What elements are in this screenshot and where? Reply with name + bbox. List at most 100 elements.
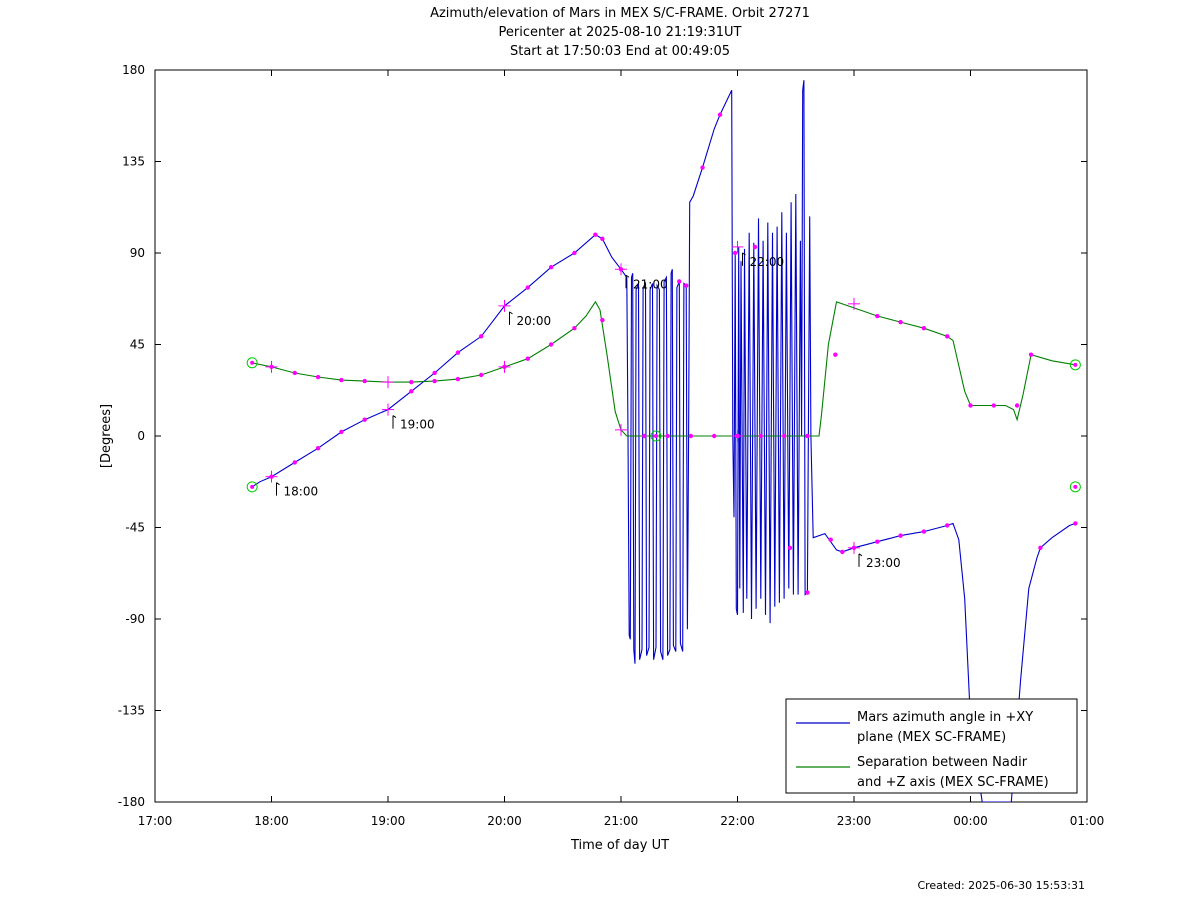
axis-ticks — [154, 69, 1088, 803]
hour-pointer-head — [509, 311, 513, 315]
endpoint-circle — [1069, 481, 1081, 493]
endpoint-circle — [650, 430, 662, 442]
chart-title: Azimuth/elevation of Mars in MEX S/C-FRA… — [430, 6, 810, 21]
data-point-marker — [525, 285, 530, 290]
data-point-marker — [432, 378, 437, 384]
data-point-marker — [945, 523, 950, 528]
y-tick-label: 45 — [130, 338, 145, 352]
data-point-marker — [409, 389, 414, 394]
data-point-marker — [362, 417, 367, 422]
chart-subtitle-pericenter: Pericenter at 2025-08-10 21:19:31UT — [498, 25, 741, 40]
hour-label: 20:00 — [517, 314, 552, 328]
endpoint-dot — [250, 360, 255, 365]
data-point-marker — [732, 250, 738, 256]
y-tick-label: -45 — [125, 521, 145, 535]
data-point-marker — [781, 433, 787, 439]
data-point-marker — [292, 460, 297, 465]
y-tick-label: -180 — [118, 795, 145, 809]
legend-separation-line1: Separation between Nadir — [857, 755, 1028, 770]
data-point-marker — [600, 317, 605, 323]
data-point-marker — [840, 549, 845, 555]
data-point-marker — [665, 433, 670, 439]
data-point-marker — [572, 326, 577, 331]
data-point-marker — [833, 352, 838, 357]
legend-azimuth-line2: plane (MEX SC-FRAME) — [857, 730, 1006, 745]
data-point-marker — [362, 378, 367, 384]
data-point-marker — [712, 433, 717, 439]
data-point-marker — [752, 244, 758, 250]
y-tick-label: 0 — [137, 429, 145, 443]
data-point-marker — [292, 370, 297, 376]
data-point-marker — [805, 433, 810, 439]
data-point-marker — [677, 279, 682, 284]
data-point-marker — [898, 533, 903, 538]
x-tick-labels: 17:00 18:00 19:00 20:00 21:00 22:00 23:00 00:00… — [138, 814, 1105, 828]
data-point-marker — [409, 379, 414, 385]
y-tick-labels: 180 135 90 45 0 -45 -90 -135 -180 — [118, 63, 145, 809]
legend-box — [785, 698, 1078, 794]
data-point-marker — [991, 403, 996, 408]
legend-azimuth-line1: Mars azimuth angle in +XY — [857, 710, 1033, 725]
data-point-marker — [1073, 521, 1078, 526]
x-axis-label: Time of day UT — [570, 838, 669, 853]
data-point-marker — [921, 529, 927, 534]
hour-label: 18:00 — [284, 485, 319, 499]
endpoint-circle — [246, 481, 258, 493]
data-point-marker — [339, 429, 344, 435]
azimuth-line — [251, 80, 1076, 802]
x-tick-label: 17:00 — [138, 814, 173, 828]
data-markers — [246, 112, 1081, 595]
x-tick-label: 23:00 — [837, 814, 872, 828]
data-point-marker — [479, 372, 484, 378]
data-point-marker — [572, 250, 577, 256]
y-tick-label: 180 — [122, 63, 145, 77]
hour-label: 21:00 — [633, 277, 668, 291]
data-point-marker — [700, 165, 705, 170]
hour-label: 19:00 — [400, 418, 435, 432]
data-point-marker — [898, 319, 903, 325]
data-point-marker — [968, 403, 973, 408]
y-tick-label: -90 — [125, 612, 145, 626]
data-point-marker — [921, 326, 927, 331]
data-point-marker — [315, 446, 321, 451]
created-timestamp: Created: 2025-06-30 15:53:31 — [917, 879, 1085, 892]
data-point-marker — [875, 313, 880, 319]
data-point-marker — [525, 356, 530, 361]
y-tick-label: 135 — [122, 155, 145, 169]
data-point-marker — [717, 112, 723, 117]
x-tick-label: 19:00 — [371, 814, 406, 828]
hour-pointer-head — [858, 553, 863, 557]
hour-label: 23:00 — [866, 556, 901, 570]
data-point-marker — [1038, 545, 1043, 551]
y-tick-label: -135 — [118, 704, 145, 718]
endpoint-dot — [250, 484, 255, 489]
hour-label: 22:00 — [750, 255, 785, 269]
legend-separation-line2: and +Z axis (MEX SC-FRAME) — [857, 775, 1049, 790]
data-point-marker — [479, 334, 484, 339]
hour-pointer-head — [625, 274, 630, 278]
data-point-marker — [688, 433, 694, 439]
data-point-marker — [593, 232, 598, 237]
hour-annotations: 18:00 19:00 20:00 21:00 22:00 23:00 — [265, 240, 901, 570]
data-point-marker — [805, 590, 810, 595]
data-point-marker — [945, 334, 950, 339]
x-tick-label: 01:00 — [1070, 814, 1105, 828]
hour-pointer-head — [276, 482, 280, 486]
endpoint-dot — [653, 434, 658, 438]
endpoint-dot — [1073, 484, 1078, 489]
data-point-marker — [875, 539, 880, 544]
data-point-marker — [548, 342, 554, 347]
data-series — [251, 80, 1076, 802]
x-tick-label: 21:00 — [604, 814, 639, 828]
hour-pointer-head — [742, 252, 746, 256]
endpoint-dot — [1073, 362, 1078, 367]
data-point-marker — [758, 433, 763, 439]
data-point-marker — [787, 545, 793, 551]
data-point-marker — [432, 370, 437, 376]
data-point-marker — [1014, 403, 1020, 408]
x-tick-label: 22:00 — [720, 814, 755, 828]
data-point-marker — [455, 376, 461, 382]
data-point-marker — [548, 265, 554, 270]
legend: Mars azimuth angle in +XY plane (MEX SC-… — [785, 698, 1078, 794]
